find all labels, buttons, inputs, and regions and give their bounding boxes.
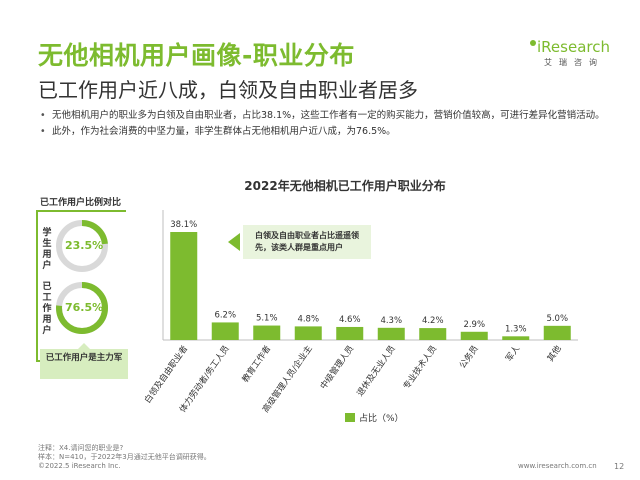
footnote: 注释：X4.请问您的职业是? 样本：N=410，于2022年3月通过无他平台调研… [38,444,211,462]
annotation-arrow-icon [228,233,240,251]
bar [336,326,364,340]
logo-text: iResearch [530,38,610,56]
bar [460,331,488,340]
worker-callout: 已工作用户是主力军 [40,343,128,379]
page-number: 12 [614,462,625,471]
student-donut [56,220,108,272]
worker-pct: 76.5% [65,301,104,314]
left-panel-title: 已工作用户比例对比 [40,198,122,208]
data-label: 38.1% [170,220,197,230]
student-label: 学生用户 [42,228,52,271]
iresearch-logo: iResearch 艾瑞咨询 [530,38,610,68]
bullet-list: 无他相机用户的职业多为白领及自由职业者，占比38.1%，这些工作者有一定的购买能… [40,108,610,140]
data-label: 4.3% [380,316,402,326]
logo-subtext: 艾瑞咨询 [544,58,604,67]
data-label: 5.1% [256,314,278,324]
worker-label: 已工作用户 [42,282,52,336]
bullet-item: 此外，作为社会消费的中坚力量，非学生群体占无他相机用户近八成，为76.5%。 [40,124,610,140]
data-label: 4.2% [422,316,444,326]
x-tick-label: 公务员 [457,343,481,370]
x-tick-label: 军人 [504,344,522,364]
chart-legend: 占比（%） [345,411,404,424]
legend-label: 占比（%） [359,414,404,424]
bullet-item: 无他相机用户的职业多为白领及自由职业者，占比38.1%，这些工作者有一定的购买能… [40,108,610,124]
chart-title: 2022年无他相机已工作用户职业分布 [244,179,446,193]
footnote-sample: 样本：N=410，于2022年3月通过无他平台调研获得。 [38,453,211,461]
student-donut-arc [56,220,108,272]
worker-donut-arc [56,282,108,334]
data-label: 1.3% [505,324,527,334]
data-label: 6.2% [214,310,236,320]
x-tick-label: 专业技术人员 [401,343,439,391]
x-tick-label: 教育工作者 [240,343,274,385]
data-label: 4.8% [297,314,319,324]
student-pct: 23.5% [65,239,104,252]
site-url: www.iresearch.com.cn [518,462,597,470]
data-label: 2.9% [463,320,485,330]
bar [253,325,281,340]
footnote-question: 注释：X4.请问您的职业是? [38,444,124,452]
page-title: 无他相机用户画像-职业分布 [38,41,355,70]
logo-dot-icon [530,40,536,46]
copyright: ©2022.5 iResearch Inc. [38,462,121,470]
bar [294,326,322,340]
bar [419,328,447,340]
bar [502,336,530,340]
bar [170,232,198,340]
data-label: 5.0% [546,314,568,324]
bar [543,325,571,340]
x-tick-label: 退休及无业人员 [355,343,398,398]
page-subtitle: 已工作用户近八成，白领及自由职业者居多 [38,78,418,102]
bar [377,327,405,340]
chart-annotation: 白领及自由职业者占比遥遥领先，该类人群是重点用户 [243,225,371,259]
worker-donut [56,282,108,334]
data-label: 4.6% [339,315,361,325]
legend-swatch [345,413,355,422]
x-tick-label: 白领及自由职业者 [142,343,190,405]
bar [211,322,239,340]
x-tick-label: 中级管理人员 [318,343,356,391]
x-tick-label: 其他 [545,343,564,364]
